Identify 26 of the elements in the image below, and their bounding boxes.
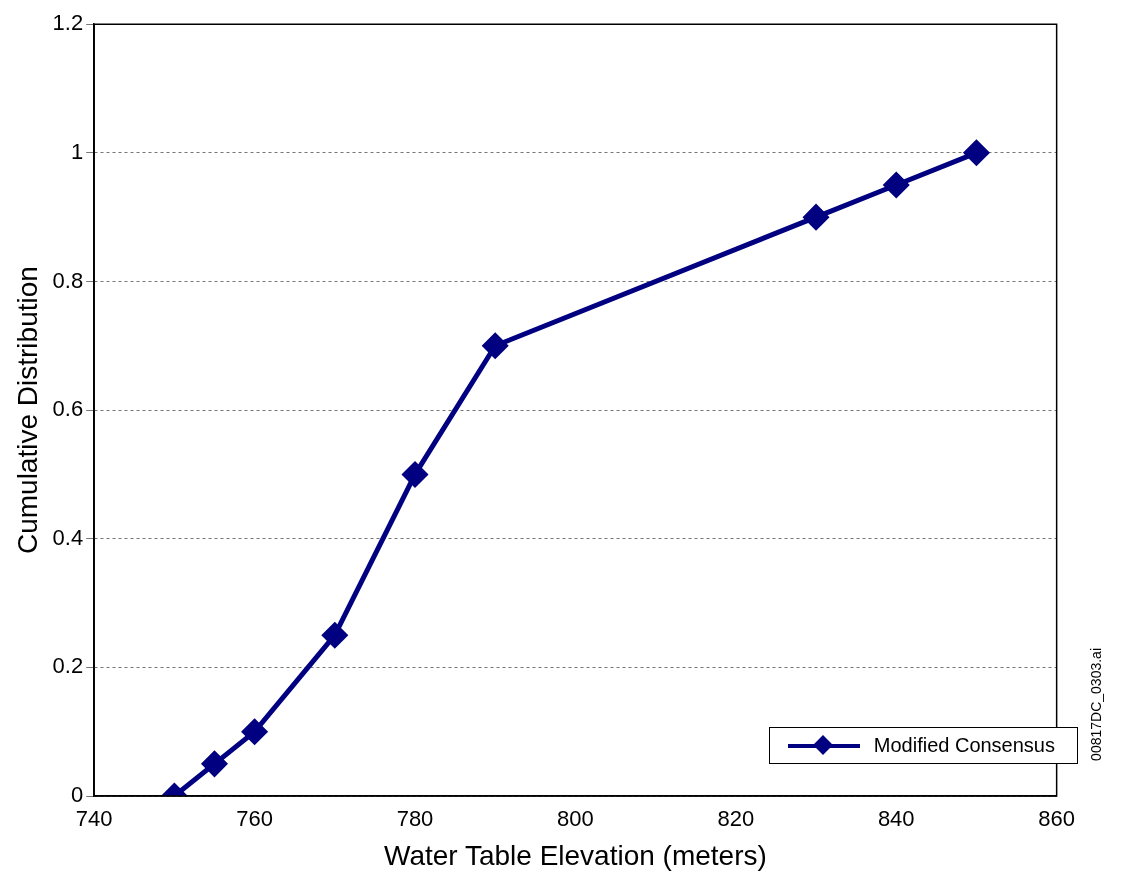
x-tick-label: 780 [396,806,434,832]
point [242,719,268,745]
x-tick-label: 820 [717,806,755,832]
x-axis-title: Water Table Elevation (meters) [384,839,767,871]
point [402,461,428,487]
point [482,333,508,359]
x-tick-label: 840 [877,806,915,832]
y-axis-title: Cumulative Distribution [11,266,43,555]
legend-label: Modified Consensus [873,734,1055,757]
y-tick-label: 1.2 [52,10,84,36]
point [322,622,348,648]
y-tick-label: 0.8 [52,267,84,293]
x-tick-label: 740 [75,806,113,832]
y-tick-label: 0.4 [52,524,84,550]
point [963,140,989,166]
y-tick-label: 0 [70,782,84,808]
x-tick-label: 760 [236,806,273,832]
x-tick-label: 860 [1038,806,1076,832]
x-tick-label: 800 [557,806,594,832]
y-tick-label: 1 [70,138,84,164]
y-tick-label: 0.2 [52,653,84,679]
text: 00817DC_0303.ai [1088,648,1104,761]
point [883,172,909,198]
y-tick-label: 0.6 [52,396,84,422]
point [201,751,227,777]
point [803,204,829,230]
